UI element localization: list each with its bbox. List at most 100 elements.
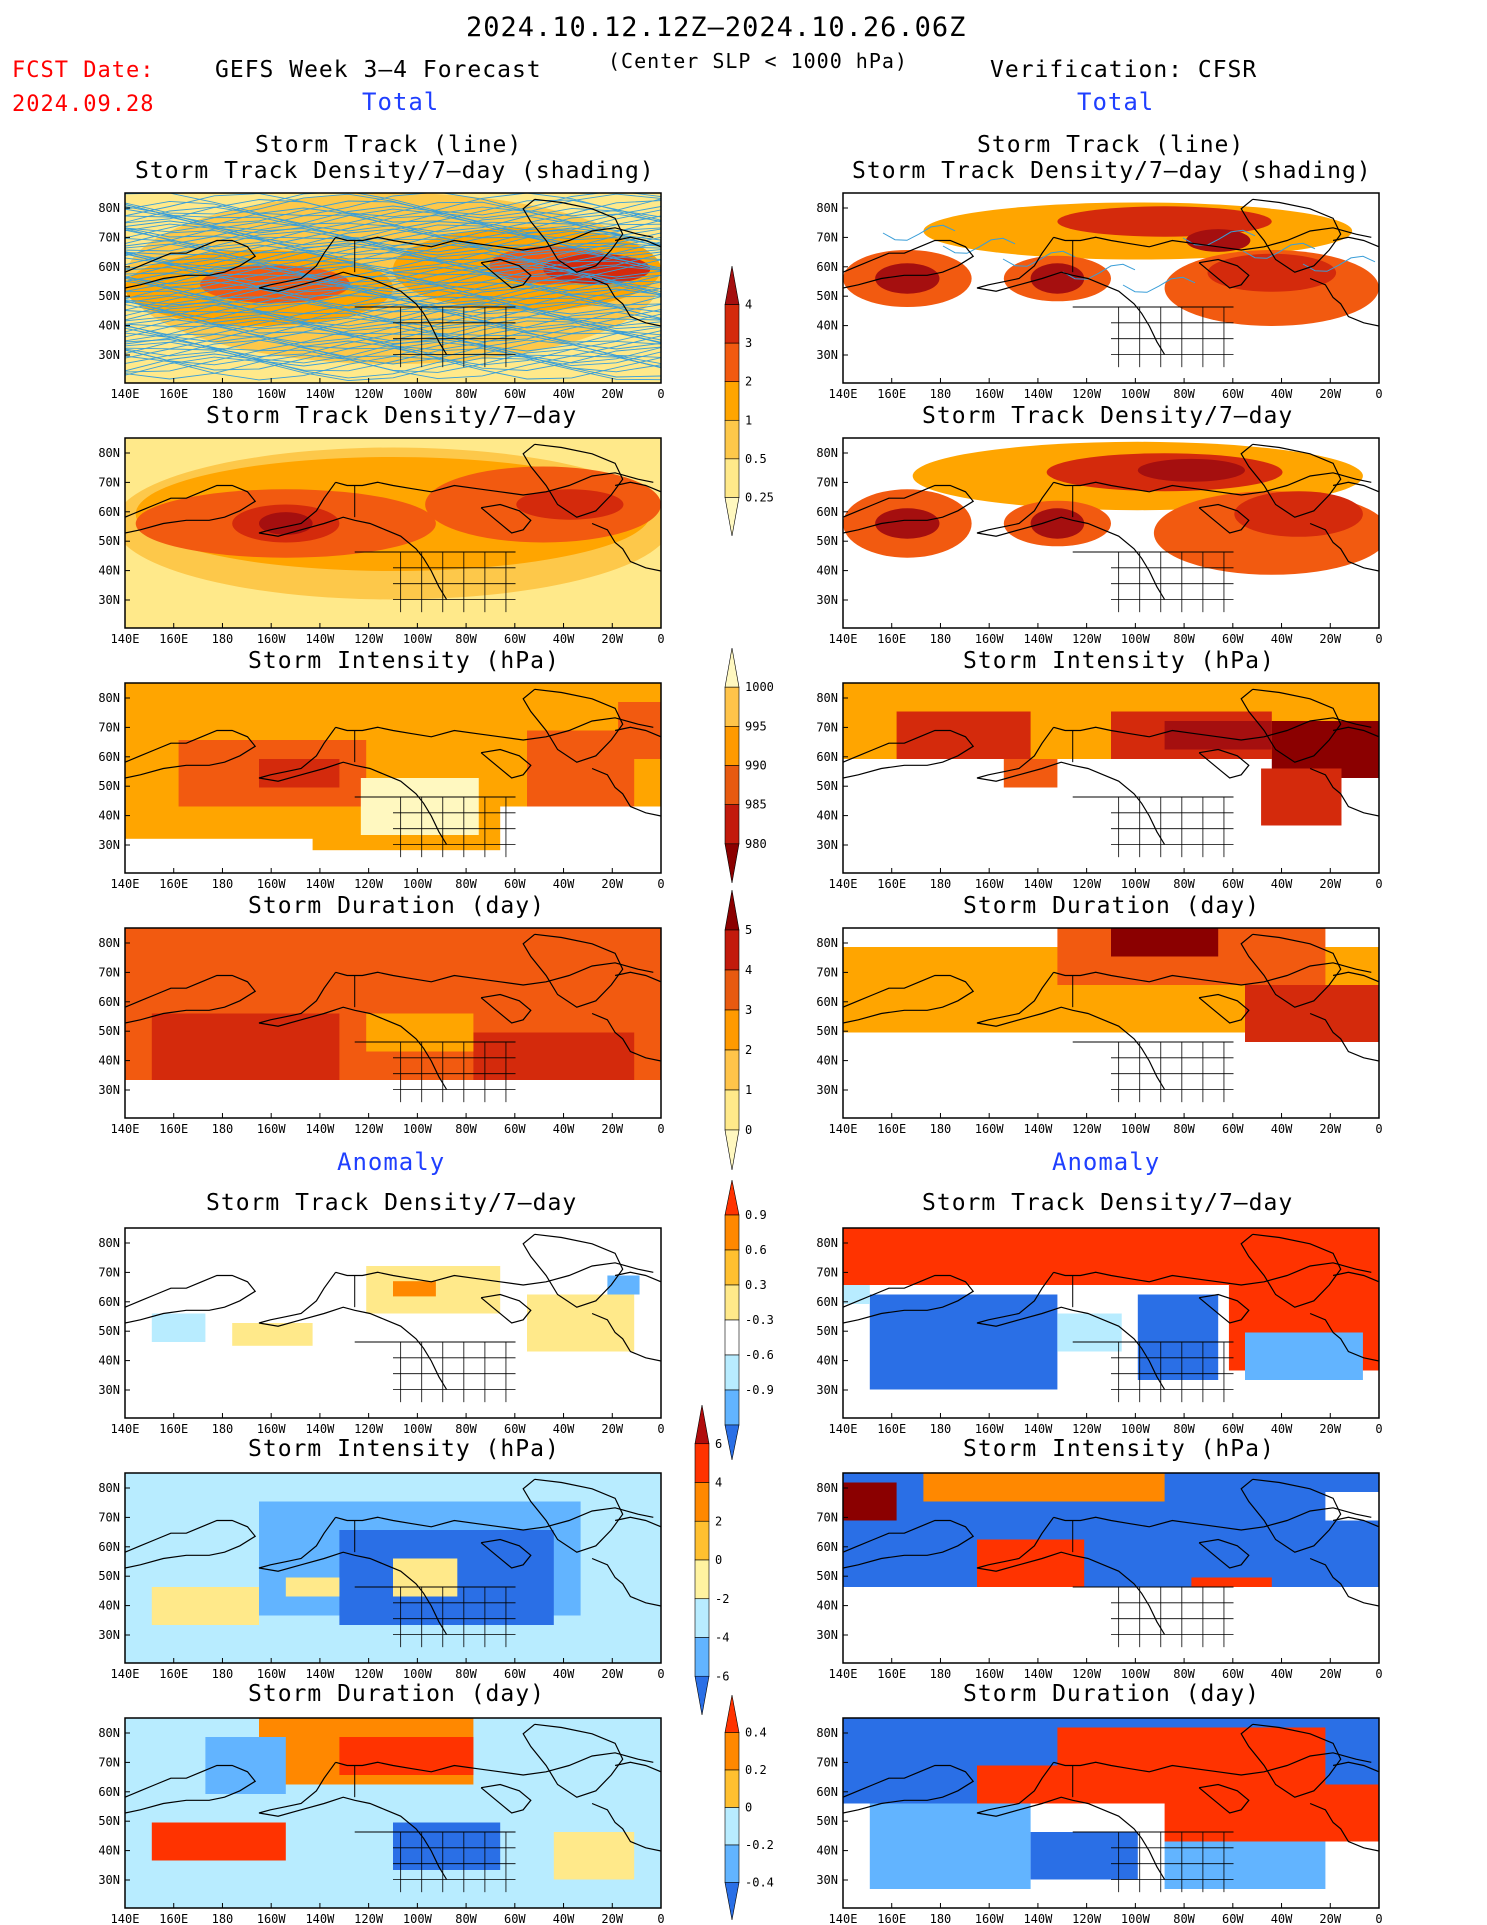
storm-track-line bbox=[125, 338, 661, 364]
map-field bbox=[843, 928, 1379, 1118]
lat-tick-label: 70N bbox=[98, 1265, 120, 1279]
lon-tick-label: 160W bbox=[975, 1422, 1005, 1436]
map-field bbox=[125, 1233, 661, 1403]
storm-track-line bbox=[125, 355, 661, 381]
lat-tick-label: 80N bbox=[98, 446, 120, 460]
map-panel: 140E 160E 180 160W 140W 120W 100W 80W 60W 40W 20W 0… bbox=[816, 1472, 1383, 1681]
colorbar-label: 3 bbox=[745, 1003, 752, 1017]
lon-tick-label: 140E bbox=[829, 877, 858, 891]
storm-track-line bbox=[125, 243, 661, 269]
storm-track-line bbox=[125, 252, 661, 278]
lon-tick-label: 60W bbox=[504, 877, 526, 891]
colorbar-label: 980 bbox=[745, 837, 767, 851]
lon-tick-label: 40W bbox=[1271, 877, 1293, 891]
left-header: GEFS Week 3–4 Forecast bbox=[215, 57, 542, 83]
shading-cell bbox=[843, 1482, 897, 1521]
storm-track-line bbox=[125, 341, 661, 367]
track-title-r2: Storm Track Density/7–day (shading) bbox=[852, 158, 1372, 184]
colorbar-label: 0 bbox=[745, 1123, 752, 1137]
colorbar-label: 2 bbox=[745, 1043, 752, 1057]
anomaly-label-left: Anomaly bbox=[337, 1148, 446, 1176]
lon-tick-label: 0 bbox=[657, 1122, 664, 1136]
lat-tick-label: 70N bbox=[98, 1510, 120, 1524]
coastline bbox=[125, 1519, 257, 1569]
lon-tick-label: 20W bbox=[1319, 1422, 1341, 1436]
lat-tick-label: 60N bbox=[98, 995, 120, 1009]
lon-tick-label: 20W bbox=[1319, 387, 1341, 401]
density-anom-title-right: Storm Track Density/7–day bbox=[922, 1190, 1294, 1216]
density-title-right: Storm Track Density/7–day bbox=[922, 403, 1294, 429]
shading-cell bbox=[500, 806, 661, 873]
lon-tick-label: 80W bbox=[1173, 1667, 1195, 1681]
lat-tick-label: 60N bbox=[816, 505, 838, 519]
lon-tick-label: 120W bbox=[354, 877, 384, 891]
storm-track-line bbox=[125, 274, 661, 299]
lon-tick-label: 140E bbox=[829, 387, 858, 401]
shading-cell bbox=[232, 1323, 313, 1346]
coastline bbox=[614, 726, 661, 738]
colorbar-label: -4 bbox=[715, 1631, 729, 1645]
storm-track-line bbox=[1002, 250, 1076, 267]
lat-tick-label: 30N bbox=[98, 1083, 120, 1097]
coastline bbox=[591, 767, 661, 817]
lat-tick-label: 30N bbox=[98, 1628, 120, 1642]
coastline bbox=[480, 503, 532, 534]
lon-tick-label: 140W bbox=[1023, 1122, 1053, 1136]
shading-cell bbox=[1271, 1051, 1379, 1118]
lon-tick-label: 160E bbox=[159, 1667, 188, 1681]
coastline bbox=[1053, 717, 1372, 741]
colorbar-tip bbox=[724, 843, 740, 884]
lon-tick-label: 160E bbox=[159, 877, 188, 891]
lon-tick-label: 160E bbox=[159, 632, 188, 646]
coastline bbox=[1053, 227, 1372, 251]
storm-track-line bbox=[942, 237, 1016, 254]
lon-tick-label: 120W bbox=[354, 1912, 384, 1925]
shading-cell bbox=[1111, 928, 1219, 957]
lon-tick-label: 160W bbox=[975, 387, 1005, 401]
map-field bbox=[843, 1228, 1379, 1403]
lon-tick-label: 100W bbox=[403, 1912, 433, 1925]
coastline bbox=[591, 277, 661, 327]
lat-tick-label: 60N bbox=[816, 750, 838, 764]
lon-tick-label: 80W bbox=[455, 632, 477, 646]
coastline bbox=[1332, 971, 1379, 983]
coastline bbox=[976, 1271, 1166, 1390]
coastline bbox=[258, 971, 448, 1090]
lat-tick-label: 80N bbox=[98, 201, 120, 215]
lon-tick-label: 0 bbox=[657, 1912, 664, 1925]
lon-tick-label: 20W bbox=[601, 877, 623, 891]
colorbar-segment bbox=[694, 1520, 710, 1561]
storm-track-line bbox=[125, 348, 661, 373]
map-frame bbox=[842, 682, 1380, 874]
intensity-anom-title-left: Storm Intensity (hPa) bbox=[248, 1436, 560, 1462]
fcst-label: FCST Date: bbox=[12, 58, 155, 83]
coastline bbox=[258, 726, 448, 845]
lon-tick-label: 40W bbox=[1271, 1667, 1293, 1681]
coastline bbox=[258, 481, 448, 600]
shading-patch bbox=[875, 508, 940, 539]
storm-track-line bbox=[125, 282, 661, 308]
lat-tick-label: 70N bbox=[98, 965, 120, 979]
colorbar-segment bbox=[724, 419, 740, 460]
map-frame bbox=[842, 927, 1380, 1119]
lon-tick-label: 140E bbox=[829, 1422, 858, 1436]
lat-tick-label: 40N bbox=[98, 319, 120, 333]
lon-tick-label: 140W bbox=[305, 632, 335, 646]
coastline bbox=[614, 481, 661, 493]
colorbar-density-total: 4 3 2 1 0.5 0.25 bbox=[724, 265, 774, 537]
storm-track-line bbox=[125, 230, 661, 256]
shading-patch bbox=[1207, 253, 1337, 292]
lon-tick-label: 180 bbox=[930, 877, 952, 891]
lat-tick-label: 30N bbox=[816, 1383, 838, 1397]
lat-tick-label: 40N bbox=[98, 1054, 120, 1068]
shading-cell bbox=[151, 1313, 206, 1342]
colorbar-segment bbox=[724, 1249, 740, 1286]
coastline bbox=[1309, 1012, 1379, 1062]
storm-track-line bbox=[125, 325, 661, 351]
map-field bbox=[125, 438, 661, 628]
track-title-l2: Storm Track Density/7–day (shading) bbox=[135, 158, 655, 184]
map-frame bbox=[124, 192, 662, 384]
lon-tick-label: 100W bbox=[403, 1667, 433, 1681]
lon-tick-label: 60W bbox=[1222, 632, 1244, 646]
colorbar-label: 2 bbox=[745, 375, 752, 389]
